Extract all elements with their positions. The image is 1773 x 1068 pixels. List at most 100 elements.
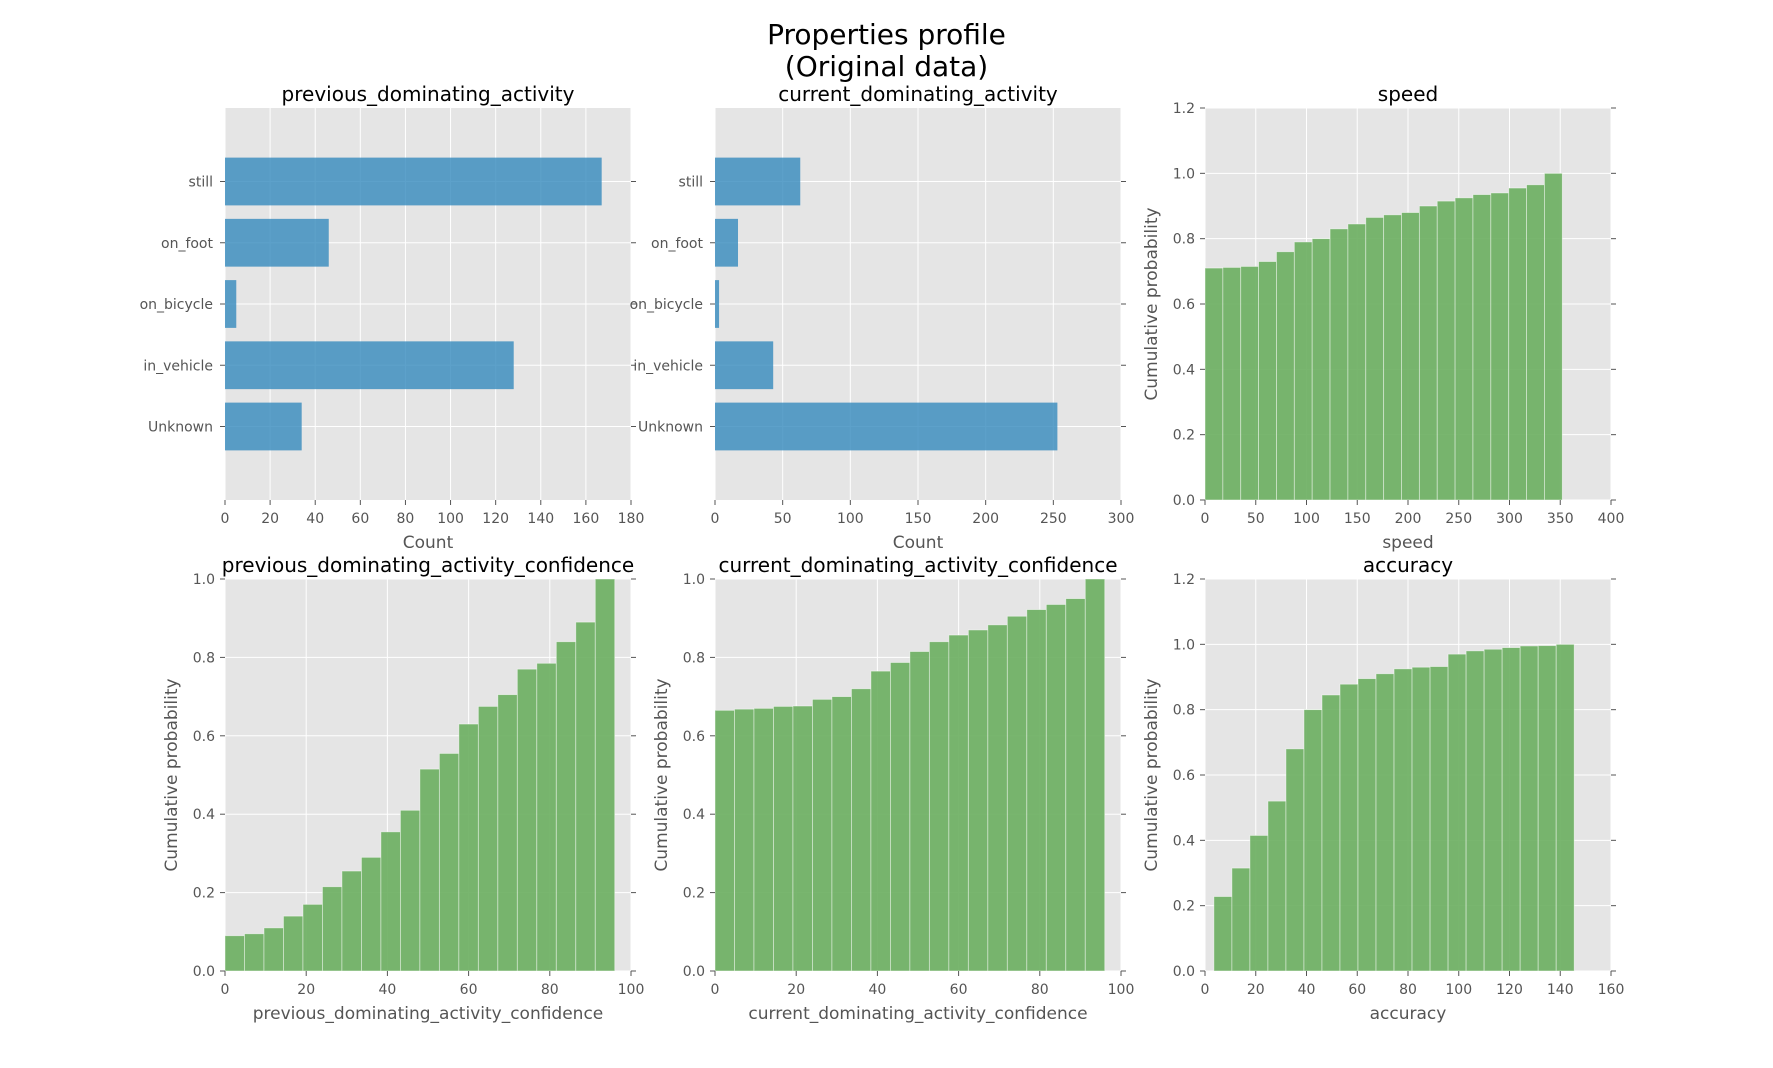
tick-label-y: 0.6	[1173, 768, 1195, 784]
tick-label-y: 0.8	[683, 650, 705, 666]
bar	[1231, 867, 1251, 972]
tick-label-x: 250	[1445, 511, 1472, 527]
bar-on_foot	[715, 218, 739, 267]
tick-label-y: on_bicycle	[630, 297, 703, 313]
tick-label-x: 0	[221, 982, 230, 998]
tick-label-x: 50	[1247, 511, 1265, 527]
tick-label-y: 0.0	[193, 964, 215, 980]
tick-label-y: 0.8	[1173, 232, 1195, 248]
tick-label-y: on_foot	[161, 236, 213, 252]
chart-title: current_dominating_activity	[778, 82, 1058, 106]
bar	[399, 809, 421, 972]
bar	[1285, 748, 1305, 972]
bar	[1429, 666, 1449, 972]
tick-label-x: 20	[787, 982, 805, 998]
tick-label-x: 350	[1547, 511, 1574, 527]
tick-label-x: 150	[1344, 511, 1371, 527]
tick-label-x: 300	[1108, 511, 1135, 527]
x-axis-label: speed	[1382, 533, 1433, 553]
bar	[714, 709, 735, 972]
x-axis-label: previous_dominating_activity_confidence	[253, 1004, 604, 1024]
bar	[1204, 267, 1224, 501]
bar	[1436, 200, 1456, 501]
bar	[497, 694, 518, 972]
tick-label-x: 250	[1040, 511, 1067, 527]
bar	[1357, 678, 1377, 972]
bar	[1329, 228, 1349, 501]
chart-title: current_dominating_activity_confidence	[718, 553, 1117, 577]
bar	[516, 668, 538, 972]
bar	[244, 933, 265, 972]
bar	[1501, 647, 1521, 972]
chart-title: previous_dominating_activity_confidence	[222, 553, 634, 577]
x-axis-label: current_dominating_activity_confidence	[748, 1004, 1087, 1024]
bar-in_vehicle	[715, 341, 774, 390]
bar	[1006, 615, 1028, 972]
bar-on_bicycle	[225, 280, 237, 328]
bar	[851, 688, 872, 972]
tick-label-x: 180	[618, 511, 645, 527]
tick-label-x: 100	[618, 982, 645, 998]
tick-label-y: 0.4	[1173, 833, 1195, 849]
tick-label-x: 100	[837, 511, 864, 527]
bar-Unknown	[715, 402, 1058, 451]
bar	[948, 634, 969, 972]
tick-label-x: 50	[774, 511, 792, 527]
bar	[1321, 694, 1341, 972]
chart-title: previous_dominating_activity	[282, 82, 575, 106]
tick-label-x: 160	[573, 511, 600, 527]
bar	[536, 662, 557, 972]
bar	[1365, 217, 1385, 501]
bar	[967, 629, 989, 972]
bar	[302, 903, 323, 972]
tick-label-y: on_bicycle	[140, 297, 213, 313]
tick-label-x: 20	[261, 511, 279, 527]
tick-label-y: 0.0	[683, 964, 705, 980]
bar	[1276, 251, 1295, 501]
bar-still	[225, 157, 602, 206]
bar	[1347, 223, 1367, 501]
chart-panel-2: still on_foot on_bicycle in_vehicle Unknown 0…	[630, 82, 1135, 553]
tick-label-x: 0	[1201, 511, 1210, 527]
tick-label-y: on_foot	[651, 236, 703, 252]
tick-label-x: 0	[221, 511, 230, 527]
tick-label-x: 60	[460, 982, 478, 998]
bar	[1303, 709, 1323, 972]
tick-label-x: 0	[711, 511, 720, 527]
bar	[812, 698, 833, 972]
tick-label-x: 120	[1496, 982, 1523, 998]
tick-label-x: 60	[950, 982, 968, 998]
tick-label-x: 150	[905, 511, 932, 527]
bar	[1411, 666, 1431, 972]
chart-title: speed	[1378, 82, 1438, 106]
bar-in_vehicle	[225, 341, 514, 390]
tick-label-x: 80	[1031, 982, 1049, 998]
bar	[458, 723, 479, 972]
bar	[1084, 578, 1106, 972]
bar	[322, 886, 343, 972]
chart-panel-1: still on_foot on_bicycle in_vehicle Unknown 0…	[140, 82, 645, 553]
bar-on_foot	[225, 218, 329, 267]
bar	[438, 753, 460, 972]
bar	[361, 856, 382, 972]
tick-label-y: 0.6	[1173, 297, 1195, 313]
bar	[792, 705, 813, 972]
bar	[575, 621, 596, 972]
chart-title: accuracy	[1363, 553, 1453, 577]
tick-label-y: Unknown	[638, 420, 703, 436]
bar	[419, 768, 440, 972]
figure-title-line1: Properties profile	[767, 18, 1006, 51]
tick-label-x: 140	[1547, 982, 1574, 998]
tick-label-y: 0.4	[1173, 362, 1195, 378]
tick-label-x: 400	[1598, 511, 1625, 527]
x-axis-label: Count	[403, 533, 454, 553]
bar	[1026, 609, 1047, 972]
bar	[1240, 266, 1259, 501]
y-axis-label: Cumulative probability	[162, 678, 182, 871]
tick-label-x: 200	[972, 511, 999, 527]
tick-label-x: 40	[306, 511, 324, 527]
tick-label-x: 160	[1598, 982, 1625, 998]
tick-label-y: in_vehicle	[143, 358, 213, 374]
